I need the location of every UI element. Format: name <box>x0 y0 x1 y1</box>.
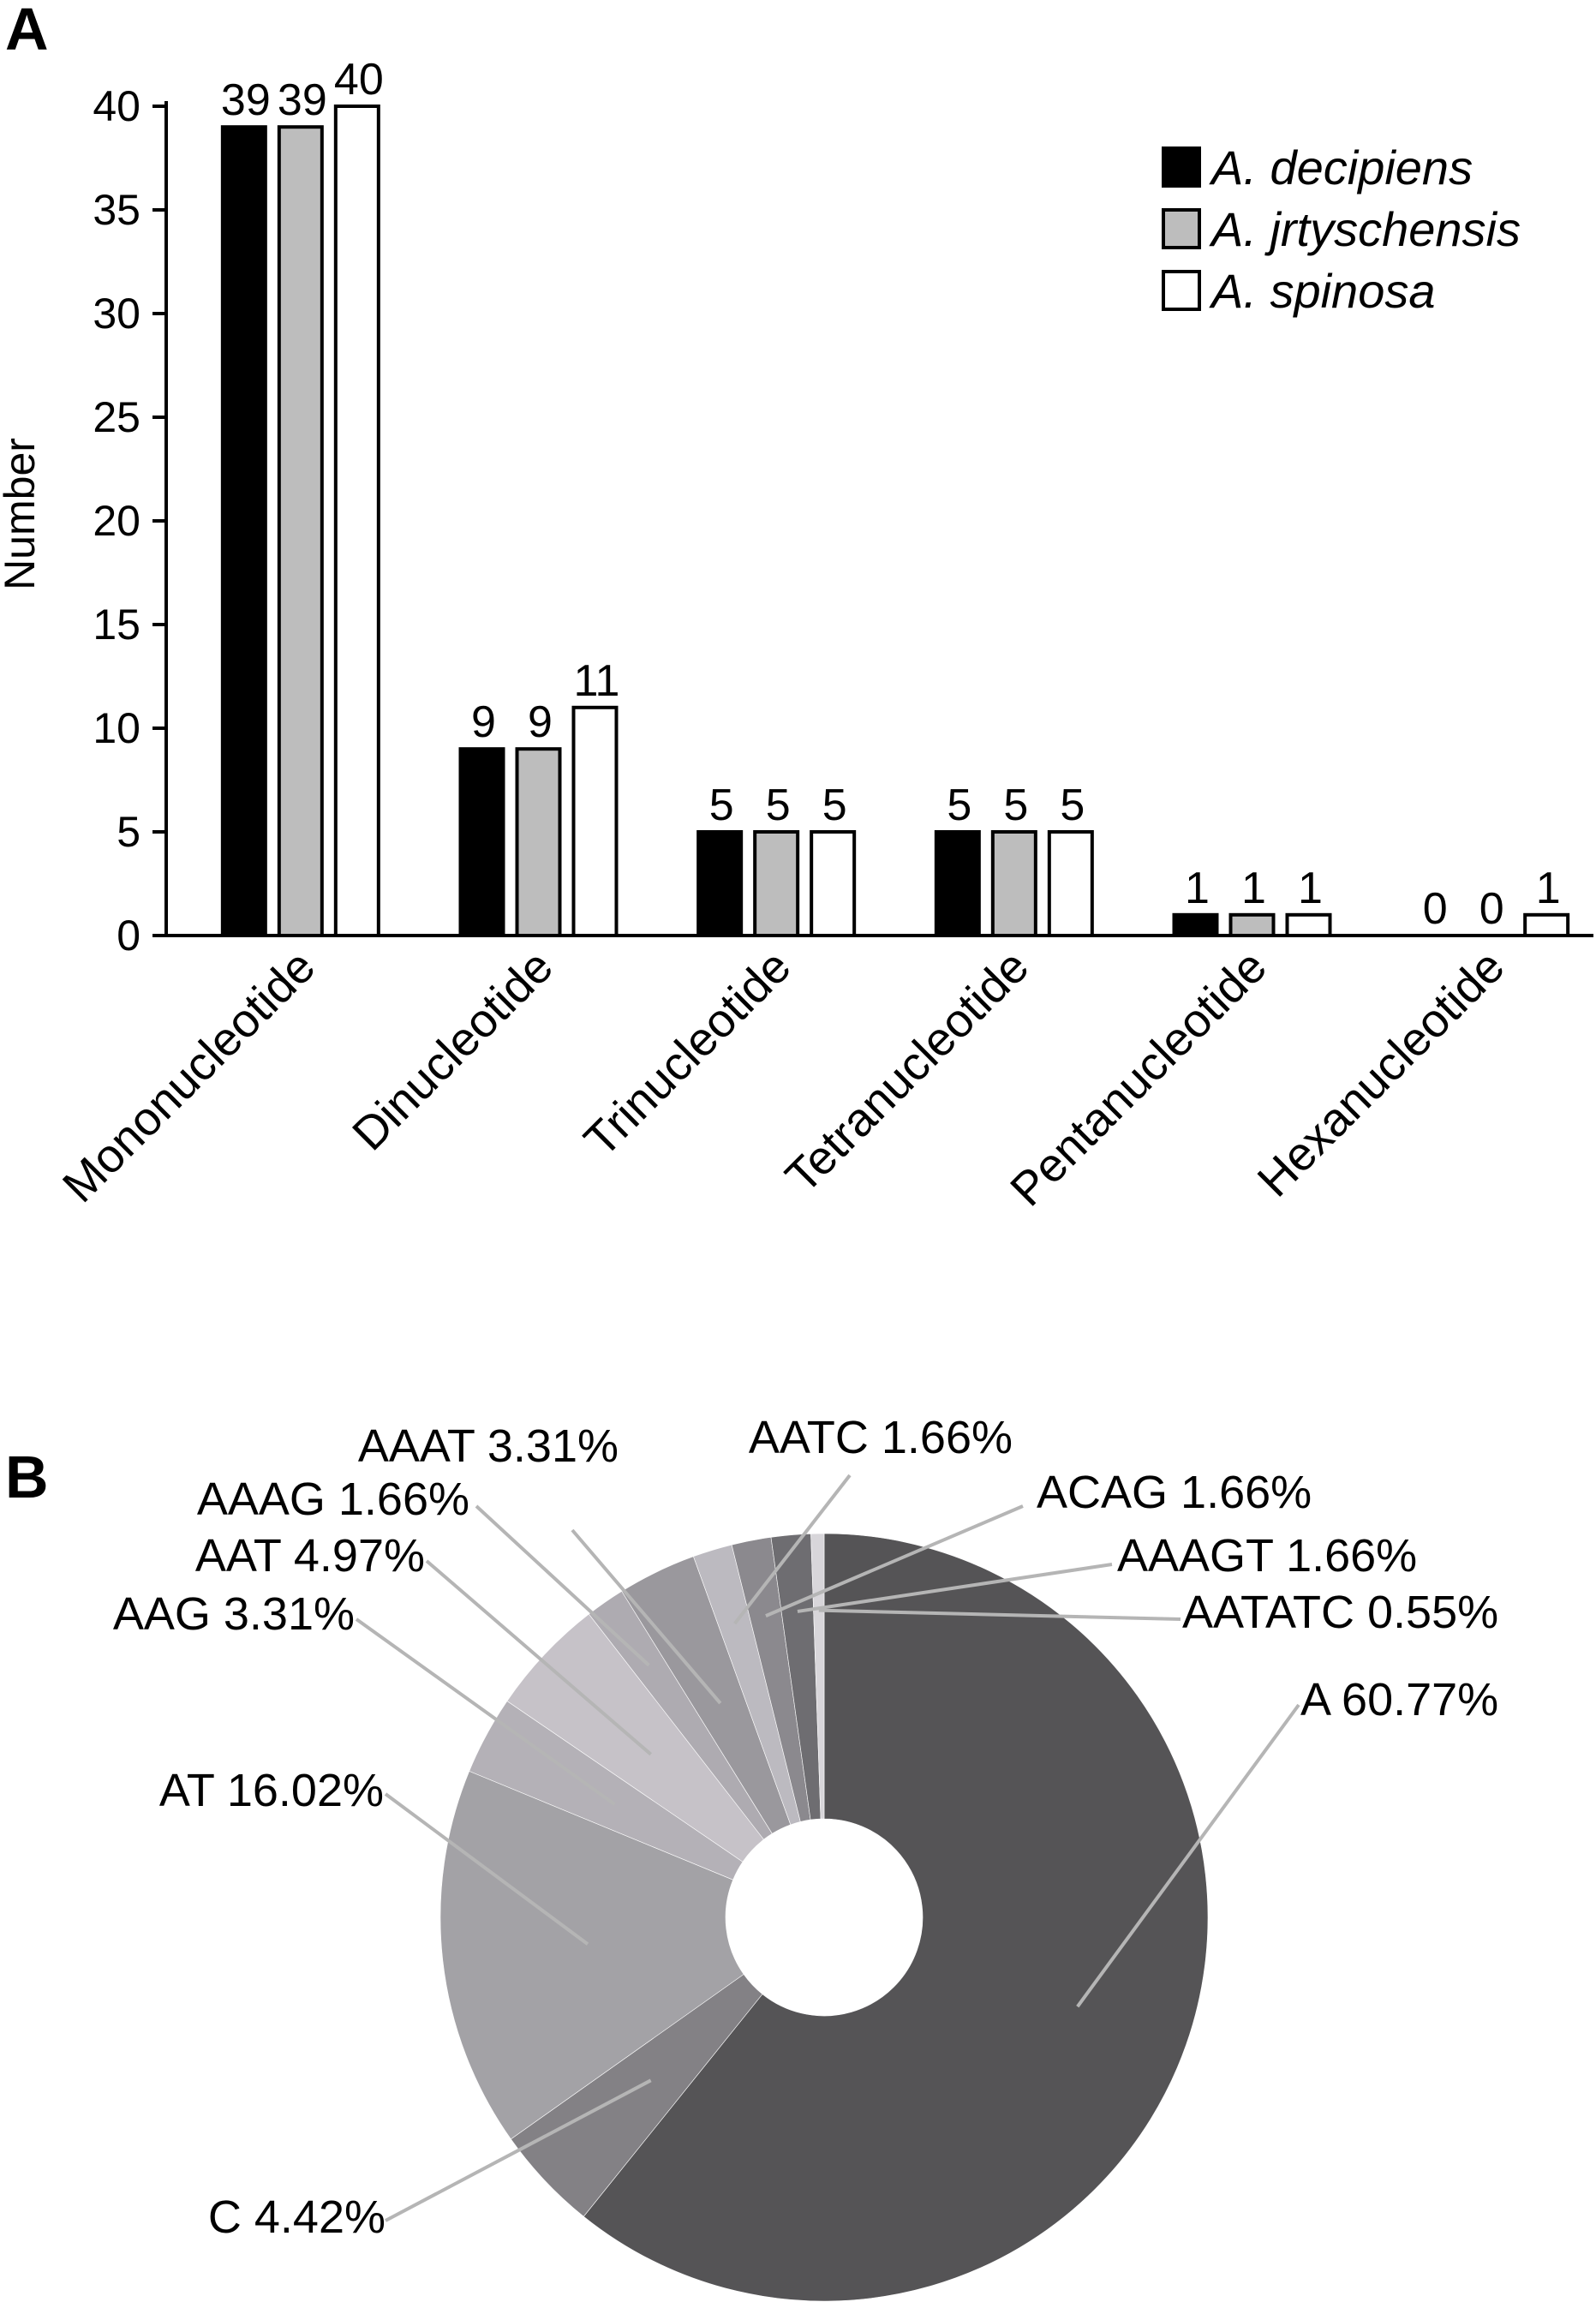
bar-a-decipiens-trinucleotide <box>696 830 744 937</box>
bar-a-spinosa-pentanucleotide <box>1285 912 1332 938</box>
value-label-a-jrtyschensis-dinucleotide: 9 <box>528 697 553 747</box>
bar-a-jrtyschensis-tetranucleotide <box>990 830 1037 937</box>
category-label-trinucleotide: Trinucleotide <box>574 940 801 1167</box>
slice-aatatc <box>810 1533 825 1820</box>
bar-a-decipiens-pentanucleotide <box>1172 912 1219 938</box>
legend-label-a-jrtyschensis: A. jrtyschensis <box>1209 202 1521 256</box>
value-label-a-jrtyschensis-mononucleotide: 39 <box>278 75 327 125</box>
y-tick-label: 35 <box>93 186 140 234</box>
slice-a <box>583 1533 1209 2302</box>
leader-line-aatc <box>733 1474 852 1625</box>
value-label-a-spinosa-tetranucleotide: 5 <box>1060 780 1085 830</box>
donut-slices <box>439 1533 1209 2302</box>
category-label-tetranucleotide: Tetranucleotide <box>775 940 1039 1204</box>
value-label-a-decipiens-mononucleotide: 39 <box>221 75 271 125</box>
value-label-a-jrtyschensis-tetranucleotide: 5 <box>1003 780 1028 830</box>
slice-label-at: AT 16.02% <box>159 1765 384 1816</box>
y-tick-label: 20 <box>93 497 140 545</box>
leader-line-a <box>1076 1703 1300 2008</box>
panel-a-letter: A <box>5 0 49 63</box>
slice-label-a: A 60.77% <box>1300 1674 1498 1725</box>
slice-label-aaag: AAAG 1.66% <box>197 1474 469 1525</box>
bar-a-jrtyschensis-mononucleotide <box>277 125 324 937</box>
y-axis-title: Number <box>0 438 44 590</box>
y-tick-label: 5 <box>117 808 140 856</box>
leader-line-aaag <box>475 1504 650 1667</box>
leader-line-aaat <box>571 1528 722 1705</box>
bar-a-decipiens-dinucleotide <box>458 747 505 938</box>
bar-a-spinosa-dinucleotide <box>571 705 619 937</box>
y-ticks: 0 5 10 15 20 25 30 35 40 <box>93 82 166 960</box>
y-tick-label: 25 <box>93 393 140 441</box>
legend-swatch-a-spinosa <box>1162 270 1201 311</box>
category-label-pentanucleotide: Pentanucleotide <box>1000 940 1276 1217</box>
bar-a-spinosa-mononucleotide <box>333 105 380 937</box>
category-label-mononucleotide: Mononucleotide <box>52 940 325 1212</box>
leader-line-c <box>385 2078 652 2222</box>
leader-line-aat <box>425 1559 652 1756</box>
bars <box>220 105 1570 938</box>
bar-a-spinosa-hexanucleotide <box>1523 912 1570 938</box>
slice-label-aaagt: AAAGT 1.66% <box>1117 1530 1417 1582</box>
legend-label-a-decipiens: A. decipiens <box>1209 141 1473 194</box>
bar-a-jrtyschensis-dinucleotide <box>515 747 562 938</box>
value-label-a-decipiens-hexanucleotide: 0 <box>1423 884 1448 934</box>
value-label-a-decipiens-dinucleotide: 9 <box>471 697 496 747</box>
panel-b-donut-chart: B A 60.77% C 4.42% AT 16.02% AAG 3.31% AAT 4… <box>5 1412 1498 2302</box>
bar-a-decipiens-tetranucleotide <box>934 830 981 937</box>
bar-a-decipiens-mononucleotide <box>220 125 267 937</box>
y-tick-label: 40 <box>93 82 140 130</box>
y-tick-label: 30 <box>93 290 140 338</box>
category-label-dinucleotide: Dinucleotide <box>342 940 563 1161</box>
y-tick-label: 0 <box>117 912 140 960</box>
leader-lines <box>355 1474 1300 2222</box>
legend: A. decipiens A. jrtyschensis A. spinosa <box>1162 141 1521 318</box>
bar-a-jrtyschensis-pentanucleotide <box>1228 912 1276 938</box>
value-label-a-spinosa-pentanucleotide: 1 <box>1298 864 1323 913</box>
bar-a-spinosa-tetranucleotide <box>1047 830 1094 937</box>
slice-label-aat: AAT 4.97% <box>195 1530 425 1582</box>
value-label-a-jrtyschensis-pentanucleotide: 1 <box>1241 864 1266 913</box>
value-label-a-spinosa-dinucleotide: 11 <box>574 656 620 706</box>
legend-label-a-spinosa: A. spinosa <box>1209 264 1436 318</box>
leader-line-aatatc <box>818 1608 1181 1621</box>
slice-label-aatc: AATC 1.66% <box>749 1412 1013 1463</box>
bar-a-spinosa-trinucleotide <box>810 830 857 937</box>
leader-line-aag <box>355 1617 616 1806</box>
leader-line-aaagt <box>797 1563 1113 1613</box>
panel-b-letter: B <box>5 1444 49 1510</box>
slice-labels: A 60.77% C 4.42% AT 16.02% AAG 3.31% AAT 4.9… <box>113 1412 1498 2243</box>
value-label-a-decipiens-pentanucleotide: 1 <box>1185 864 1210 913</box>
value-label-a-jrtyschensis-trinucleotide: 5 <box>766 780 791 830</box>
value-label-a-decipiens-trinucleotide: 5 <box>709 780 734 830</box>
slice-label-aag: AAG 3.31% <box>113 1588 355 1640</box>
value-label-a-spinosa-mononucleotide: 40 <box>334 55 384 105</box>
leader-line-acag <box>765 1504 1024 1617</box>
slice-at <box>439 1770 744 2140</box>
value-label-a-jrtyschensis-hexanucleotide: 0 <box>1479 884 1504 934</box>
leader-line-at <box>384 1792 589 1946</box>
legend-swatch-a-decipiens <box>1162 146 1201 188</box>
category-labels: Mononucleotide Dinucleotide TrinucleotideT… <box>52 940 1515 1217</box>
slice-label-aaat: AAAT 3.31% <box>358 1420 619 1472</box>
slice-label-acag: ACAG 1.66% <box>1037 1467 1312 1518</box>
legend-swatch-a-jrtyschensis <box>1162 208 1201 249</box>
value-label-a-spinosa-trinucleotide: 5 <box>822 780 847 830</box>
bar-a-jrtyschensis-trinucleotide <box>753 830 800 937</box>
value-label-a-decipiens-tetranucleotide: 5 <box>947 780 971 830</box>
category-label-hexanucleotide: Hexanucleotide <box>1247 940 1515 1207</box>
slice-label-aatatc: AATATC 0.55% <box>1182 1587 1498 1638</box>
value-label-a-spinosa-hexanucleotide: 1 <box>1536 864 1561 913</box>
slice-label-c: C 4.42% <box>208 2191 386 2243</box>
y-tick-label: 15 <box>93 601 140 649</box>
y-tick-label: 10 <box>93 704 140 752</box>
